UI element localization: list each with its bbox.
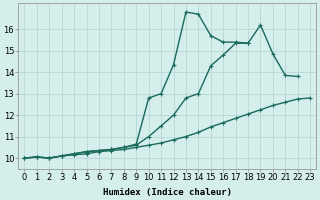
X-axis label: Humidex (Indice chaleur): Humidex (Indice chaleur): [103, 188, 232, 197]
